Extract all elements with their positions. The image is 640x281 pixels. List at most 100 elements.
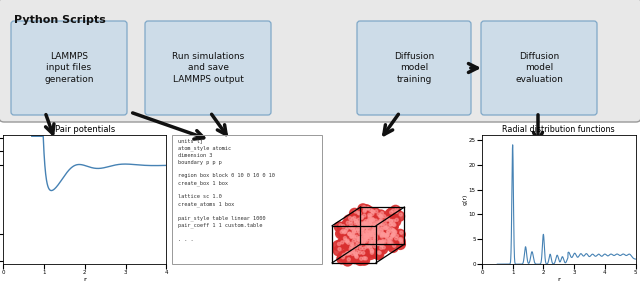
Circle shape bbox=[360, 218, 370, 228]
Circle shape bbox=[358, 255, 368, 265]
Circle shape bbox=[357, 237, 360, 240]
Circle shape bbox=[364, 220, 367, 223]
Circle shape bbox=[382, 216, 392, 226]
Circle shape bbox=[371, 241, 381, 251]
FancyBboxPatch shape bbox=[11, 21, 127, 115]
Circle shape bbox=[363, 212, 373, 221]
Circle shape bbox=[344, 237, 347, 240]
Circle shape bbox=[369, 222, 372, 225]
Circle shape bbox=[395, 207, 398, 210]
Circle shape bbox=[389, 229, 399, 239]
Circle shape bbox=[376, 224, 379, 227]
Circle shape bbox=[353, 235, 362, 245]
FancyBboxPatch shape bbox=[481, 21, 597, 115]
Circle shape bbox=[385, 235, 388, 238]
Circle shape bbox=[340, 230, 343, 234]
Circle shape bbox=[349, 235, 358, 244]
Circle shape bbox=[365, 217, 374, 227]
Circle shape bbox=[374, 212, 385, 222]
Circle shape bbox=[348, 237, 358, 247]
Circle shape bbox=[365, 230, 374, 240]
Circle shape bbox=[363, 210, 366, 213]
Circle shape bbox=[380, 227, 383, 230]
Circle shape bbox=[374, 219, 384, 230]
Circle shape bbox=[360, 223, 363, 226]
Circle shape bbox=[391, 234, 394, 237]
Circle shape bbox=[371, 223, 381, 233]
Circle shape bbox=[361, 223, 371, 233]
Circle shape bbox=[355, 237, 365, 247]
Circle shape bbox=[355, 246, 358, 249]
Circle shape bbox=[383, 234, 386, 237]
Circle shape bbox=[384, 223, 387, 226]
Circle shape bbox=[345, 221, 355, 231]
Circle shape bbox=[373, 245, 376, 248]
Circle shape bbox=[358, 221, 362, 224]
Circle shape bbox=[369, 247, 372, 250]
Circle shape bbox=[356, 243, 359, 246]
Circle shape bbox=[356, 222, 359, 225]
Circle shape bbox=[380, 234, 383, 237]
Circle shape bbox=[359, 247, 362, 250]
Circle shape bbox=[358, 212, 368, 222]
Circle shape bbox=[365, 247, 376, 257]
Circle shape bbox=[364, 234, 374, 244]
Circle shape bbox=[333, 241, 343, 251]
Circle shape bbox=[383, 233, 386, 236]
Circle shape bbox=[355, 230, 358, 233]
Circle shape bbox=[372, 241, 382, 251]
Circle shape bbox=[371, 240, 381, 250]
Circle shape bbox=[388, 228, 397, 237]
Circle shape bbox=[349, 248, 352, 251]
Circle shape bbox=[346, 241, 356, 251]
Circle shape bbox=[344, 239, 347, 242]
Circle shape bbox=[354, 210, 357, 213]
Y-axis label: g(r): g(r) bbox=[462, 194, 467, 205]
Circle shape bbox=[378, 213, 388, 223]
Circle shape bbox=[364, 237, 367, 240]
Circle shape bbox=[366, 236, 376, 246]
Circle shape bbox=[360, 239, 363, 242]
Circle shape bbox=[389, 238, 392, 241]
Circle shape bbox=[365, 242, 374, 252]
Circle shape bbox=[356, 234, 365, 244]
Circle shape bbox=[360, 235, 370, 245]
Circle shape bbox=[383, 234, 387, 237]
Circle shape bbox=[360, 234, 371, 244]
Circle shape bbox=[335, 229, 346, 239]
Circle shape bbox=[383, 239, 393, 249]
Circle shape bbox=[394, 237, 397, 240]
Circle shape bbox=[382, 228, 392, 238]
Circle shape bbox=[385, 209, 395, 219]
Circle shape bbox=[369, 236, 380, 246]
Circle shape bbox=[365, 228, 375, 238]
Circle shape bbox=[380, 244, 383, 247]
Circle shape bbox=[347, 226, 357, 236]
Circle shape bbox=[380, 246, 383, 250]
Circle shape bbox=[358, 232, 362, 235]
Circle shape bbox=[374, 241, 377, 244]
Circle shape bbox=[375, 230, 378, 233]
Circle shape bbox=[354, 219, 357, 223]
Circle shape bbox=[395, 229, 405, 239]
Circle shape bbox=[385, 238, 388, 241]
Circle shape bbox=[381, 240, 384, 243]
Circle shape bbox=[395, 236, 405, 246]
Circle shape bbox=[392, 234, 395, 237]
Circle shape bbox=[366, 250, 376, 259]
Circle shape bbox=[362, 242, 365, 245]
Circle shape bbox=[378, 241, 381, 244]
Circle shape bbox=[369, 243, 379, 253]
Circle shape bbox=[371, 241, 380, 250]
Circle shape bbox=[364, 232, 374, 242]
Circle shape bbox=[344, 246, 355, 256]
Circle shape bbox=[369, 208, 372, 211]
Circle shape bbox=[350, 233, 360, 243]
Circle shape bbox=[381, 241, 384, 244]
Circle shape bbox=[347, 248, 357, 259]
Circle shape bbox=[364, 207, 374, 216]
Circle shape bbox=[372, 249, 383, 259]
Circle shape bbox=[354, 252, 357, 255]
Circle shape bbox=[390, 230, 394, 233]
Circle shape bbox=[368, 229, 378, 239]
